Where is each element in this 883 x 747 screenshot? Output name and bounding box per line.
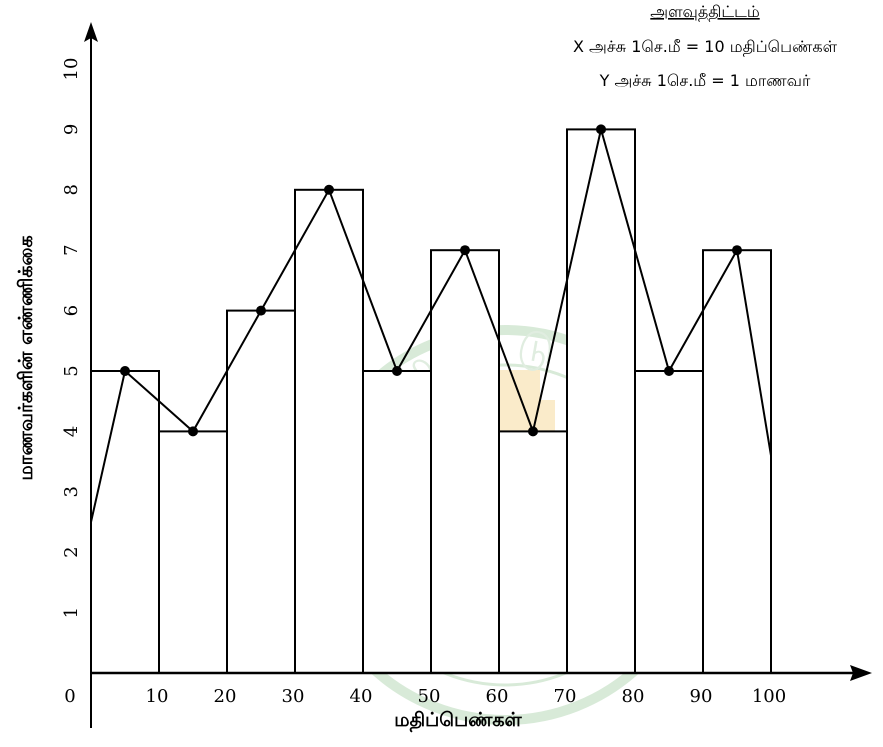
histogram-bar (634, 370, 704, 674)
polygon-point (188, 426, 198, 437)
x-tick-label: 100 (752, 686, 786, 707)
x-tick-label: 70 (554, 686, 577, 707)
x-tick-label: 80 (622, 686, 645, 707)
x-tick-label: 20 (214, 686, 237, 707)
x-tick-label: 50 (418, 686, 441, 707)
histogram-bar (226, 309, 296, 674)
x-tick-label: 0 (64, 686, 75, 707)
histogram-bar (158, 430, 228, 674)
polygon-point (460, 245, 470, 256)
x-axis-label: மதிப்பெண்கள் (394, 709, 522, 733)
polygon-point (392, 366, 402, 376)
polygon-point (256, 305, 266, 316)
scale-y-line: Y அச்சு 1செ.மீ = 1 மாணவர் (599, 71, 811, 90)
y-tick-label: 3 (61, 486, 82, 497)
y-axis-arrow (84, 22, 98, 42)
histogram-bar (90, 370, 160, 674)
polygon-line (90, 129, 772, 523)
histogram-bar (566, 128, 636, 674)
y-tick-label: 7 (61, 244, 82, 255)
frequency-polygon (90, 124, 772, 523)
histogram-bar (702, 249, 772, 674)
polygon-point (664, 366, 674, 376)
polygon-point (324, 184, 334, 195)
x-tick-label: 60 (486, 686, 509, 707)
y-tick-label: 9 (61, 124, 82, 135)
histogram-bar (430, 249, 500, 674)
histogram-bars (90, 128, 772, 675)
polygon-point (528, 426, 538, 437)
y-tick-labels: 1 2 3 4 5 6 7 8 9 10 (61, 58, 82, 619)
y-axis-label: மாணவர்களின் எண்ணிக்கை (15, 235, 37, 480)
histogram-bar (498, 430, 568, 674)
x-tick-label: 40 (350, 686, 373, 707)
polygon-point (120, 366, 130, 376)
x-tick-label: 90 (690, 686, 713, 707)
y-tick-label: 6 (61, 305, 82, 316)
scale-x-line: X அச்சு 1செ.மீ = 10 மதிப்பெண்கள் (573, 37, 838, 56)
y-tick-label: 4 (61, 426, 82, 437)
y-tick-label: 1 (61, 607, 82, 618)
histogram-bar (294, 188, 364, 675)
x-tick-label: 30 (282, 686, 305, 707)
polygon-point (596, 124, 606, 135)
scale-title: அளவுத்திட்டம் (650, 2, 759, 21)
polygon-point (732, 245, 742, 256)
y-tick-label: 5 (61, 365, 82, 376)
x-axis-arrow (850, 665, 872, 681)
y-tick-label: 10 (61, 58, 82, 81)
y-tick-label: 8 (61, 184, 82, 195)
y-tick-label: 2 (61, 546, 82, 557)
x-tick-label: 10 (146, 686, 169, 707)
histogram-bar (362, 370, 432, 674)
x-tick-labels: 0 10 20 30 40 50 60 70 80 90 100 (64, 686, 786, 707)
